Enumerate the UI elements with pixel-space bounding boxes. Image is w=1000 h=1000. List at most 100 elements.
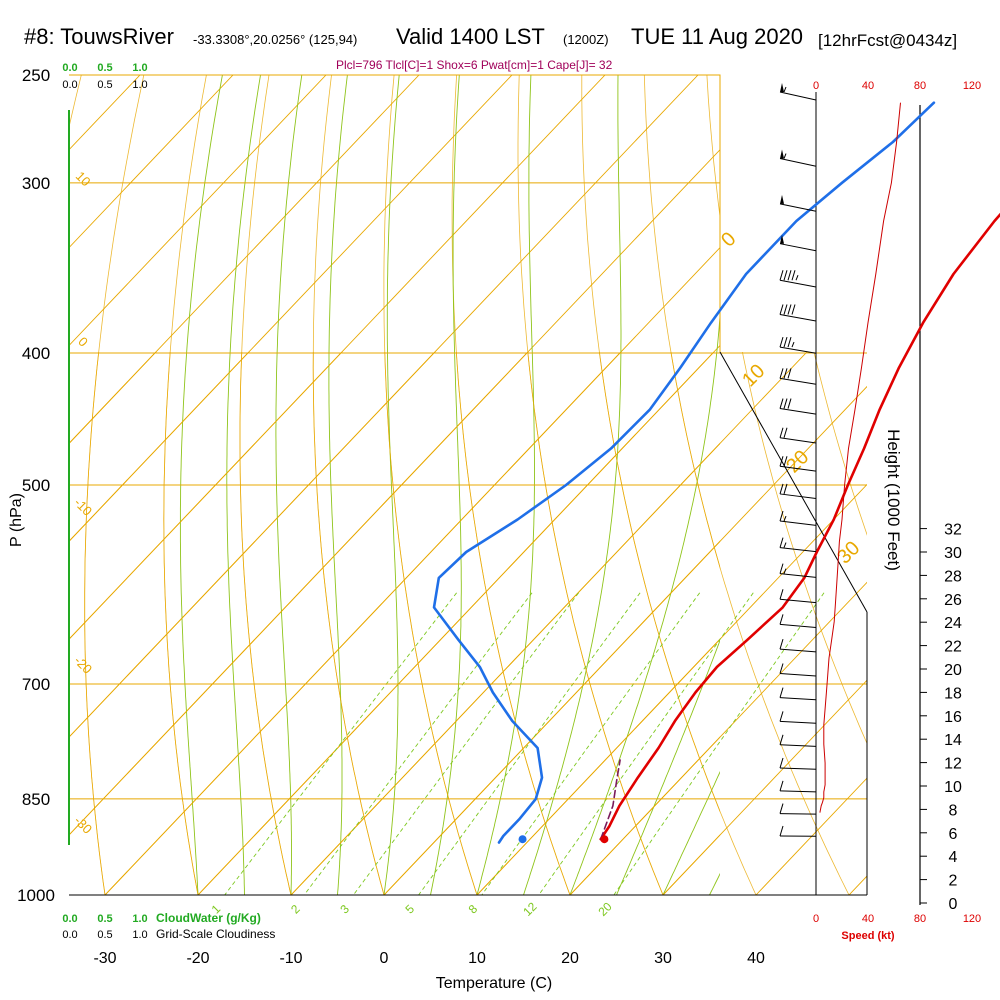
plot-frame (69, 74, 721, 352)
wind-barb-feather (783, 427, 788, 438)
wind-barb-staff (779, 520, 817, 526)
wind-barb-feather (783, 483, 788, 495)
wind-barb (779, 825, 817, 837)
wind-barb-staff (779, 547, 817, 553)
height-tick-label: 32 (944, 522, 962, 539)
wind-barb-feather (791, 270, 796, 281)
wind-barb-staff (779, 744, 817, 747)
wind-barb-staff (779, 346, 817, 354)
wind-speed-line (819, 102, 901, 813)
mixing-ratio-line (481, 592, 701, 895)
wind-barb-feather (779, 398, 784, 409)
wind-barb-feather (787, 336, 792, 348)
dry-adiabat (455, 352, 571, 895)
wind-barb-feather (779, 270, 784, 281)
valid-date: TUE 11 Aug 2020 (631, 24, 804, 49)
y-tick-label: 400 (22, 344, 50, 363)
mixing-ratio-line (224, 592, 457, 895)
dry-adiabat (643, 75, 720, 569)
height-tick-label: 26 (944, 592, 962, 609)
y-tick-label: 850 (22, 790, 50, 809)
cloud-water-tick-top: 1.0 (132, 62, 147, 74)
wind-barb-pennant (780, 149, 784, 159)
wind-barb-feather (779, 563, 784, 574)
y-tick-label: 500 (22, 476, 50, 495)
mixing-ratio-label: 5 (402, 902, 417, 917)
wind-barb-staff (779, 720, 817, 724)
wind-barb-half-feather (783, 568, 787, 574)
isotherm-label: 10 (73, 168, 94, 189)
wind-barb-staff (779, 279, 817, 288)
wind-barb-feather (783, 456, 788, 467)
height-tick-label: 8 (949, 802, 958, 819)
wind-barb (779, 456, 817, 472)
wind-barb (779, 780, 817, 793)
wind-barb-feather (791, 304, 796, 315)
valid-zulu: (1200Z) (563, 32, 609, 47)
height-tick-label: 30 (944, 545, 962, 562)
wind-barb (779, 563, 817, 578)
wind-barb-feather (779, 614, 784, 625)
wind-barb-feather (779, 687, 784, 698)
wind-barb (779, 638, 817, 653)
cloudiness-tick-bottom: 0.0 (62, 929, 77, 941)
height-tick-label: 4 (949, 849, 958, 866)
dry-adiabat (598, 352, 757, 895)
wind-barb-feather (787, 398, 792, 409)
mixing-ratio-label: 8 (466, 902, 481, 917)
height-tick-label: 22 (944, 639, 962, 656)
wind-barb-feather (779, 336, 784, 348)
wind-barb-staff (779, 437, 817, 444)
mixing-ratio-line (353, 592, 579, 895)
dry-adiabat (312, 352, 385, 895)
wind-barb-feather (779, 589, 784, 600)
wind-barb-staff (779, 314, 817, 322)
height-tick-label: 28 (944, 568, 962, 585)
dry-adiabat-label: 0 (717, 228, 740, 251)
wind-barb-feather (779, 825, 784, 837)
x-tick-label: 10 (468, 950, 486, 967)
height-tick-label: 12 (944, 756, 962, 773)
x-tick-label: -10 (279, 950, 302, 967)
cloudiness-tick-top: 1.0 (132, 79, 147, 91)
wind-barb-staff (779, 648, 817, 653)
height-tick-label: 20 (944, 662, 962, 679)
wind-barb-staff (779, 697, 817, 701)
wind-barb (779, 510, 817, 526)
y-tick-label: 700 (22, 675, 50, 694)
y-tick-label: 300 (22, 174, 50, 193)
wind-barb-staff (779, 203, 817, 212)
wind-barb-feather (787, 368, 792, 379)
wind-barb (779, 687, 817, 701)
moist-adiabat (616, 639, 720, 895)
cloud-water-tick-bottom: 0.0 (62, 913, 77, 925)
wind-barb-feather (779, 456, 784, 467)
wind-barb (779, 803, 817, 815)
x-tick-label: 40 (747, 950, 765, 967)
height-tick-label: 10 (944, 779, 962, 796)
wind-barb-half-feather (783, 542, 787, 548)
wind-barb (779, 757, 817, 770)
cloudiness-axis-title: Grid-Scale Cloudiness (156, 927, 275, 941)
wind-barb-staff (779, 493, 817, 500)
cloudiness-tick-top: 0.0 (62, 79, 77, 91)
isotherm (69, 75, 420, 445)
wind-barb (779, 149, 817, 167)
wind-barb-half-feather (783, 86, 787, 93)
x-tick-label: -20 (186, 950, 209, 967)
station-coords: -33.3308°,20.0256° (125,94) (193, 32, 358, 47)
wind-barb-feather (783, 398, 788, 409)
x-axis-title: Temperature (C) (436, 975, 552, 992)
wind-barb-pennant (780, 194, 784, 204)
dry-adiabat-label: 20 (782, 446, 813, 477)
wind-barb (779, 270, 817, 288)
wind-barb (779, 194, 817, 212)
dry-adiabat (163, 352, 199, 895)
wind-barb-staff (779, 598, 817, 604)
wind-barb-feather (783, 336, 788, 348)
x-tick-label: 30 (654, 950, 672, 967)
speed-tick-label-bottom: 120 (963, 913, 981, 925)
wind-barb-feather (779, 663, 784, 674)
wind-barb-feather (779, 734, 784, 745)
